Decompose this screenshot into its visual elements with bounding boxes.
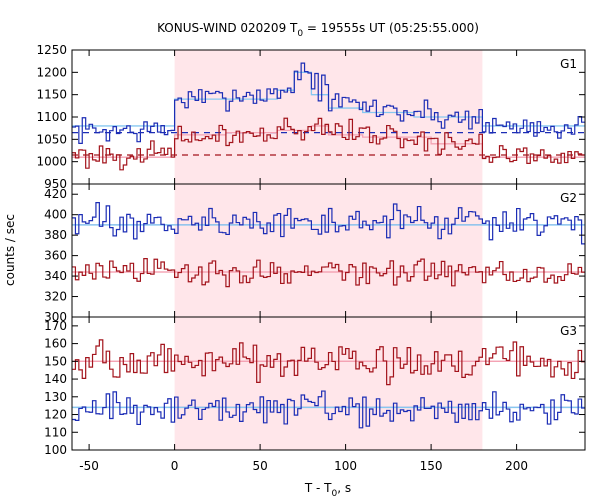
y-tick-label: 100	[44, 443, 67, 457]
y-tick-label: 150	[44, 354, 67, 368]
y-tick-label: 120	[44, 408, 67, 422]
y-tick-label: 110	[44, 425, 67, 439]
y-tick-label: 320	[44, 290, 67, 304]
panel-plot-area	[72, 62, 585, 171]
red-count-series	[72, 117, 585, 171]
y-tick-label: 170	[44, 319, 67, 333]
x-tick-label: 200	[505, 459, 528, 473]
x-tick-label: -50	[79, 459, 99, 473]
panels-group: 950 1000 1050 1100 1150 1200 1250 G1 300 320 340 36…	[36, 43, 586, 457]
panel-g2: 300 320 340 360 380 400 420 G2	[44, 183, 586, 324]
blue-count-series	[72, 390, 585, 429]
red-count-series	[72, 339, 585, 386]
y-tick-label: 950	[44, 177, 67, 191]
panel-label: G1	[560, 57, 577, 71]
panel-g1: 950 1000 1050 1100 1150 1200 1250 G1	[36, 43, 586, 191]
red-count-series	[72, 257, 585, 288]
y-tick-label: 340	[44, 269, 67, 283]
x-tick-label: 0	[171, 459, 179, 473]
y-tick-label: 1250	[36, 43, 67, 57]
panel-plot-area	[72, 339, 585, 429]
panel-label: G2	[560, 191, 577, 205]
panel-frame	[71, 316, 586, 451]
y-tick-label: 130	[44, 390, 67, 404]
y-tick-label: 1100	[36, 110, 67, 124]
y-tick-label: 1150	[36, 88, 67, 102]
y-tick-label: 300	[44, 310, 67, 324]
shaded-interval	[174, 184, 483, 317]
y-tick-label: 420	[44, 187, 67, 201]
y-tick-label: 380	[44, 228, 67, 242]
panel-g3: 100 110 120 130 140 150 160 170 G3	[44, 316, 586, 457]
panel-label: G3	[560, 324, 577, 338]
y-tick-label: 360	[44, 249, 67, 263]
x-tick-label: 100	[334, 459, 357, 473]
shaded-interval	[174, 317, 483, 450]
y-tick-label: 400	[44, 208, 67, 222]
blue-count-series	[72, 62, 585, 144]
blue-count-series	[72, 202, 585, 245]
x-axis: -50 0 50 100 150 200	[79, 459, 528, 473]
y-tick-label: 1000	[36, 155, 67, 169]
panel-plot-area	[72, 202, 585, 288]
x-tick-label: 150	[420, 459, 443, 473]
y-tick-label: 140	[44, 372, 67, 386]
chart-title: KONUS-WIND 020209 T0 = 19555s UT (05:25:…	[157, 21, 479, 39]
x-axis-label: T - T0, s	[304, 481, 351, 499]
x-tick-label: 50	[252, 459, 267, 473]
y-tick-label: 1200	[36, 65, 67, 79]
y-axis-label: counts / sec	[3, 214, 17, 286]
y-tick-label: 160	[44, 337, 67, 351]
y-tick-label: 1050	[36, 132, 67, 146]
